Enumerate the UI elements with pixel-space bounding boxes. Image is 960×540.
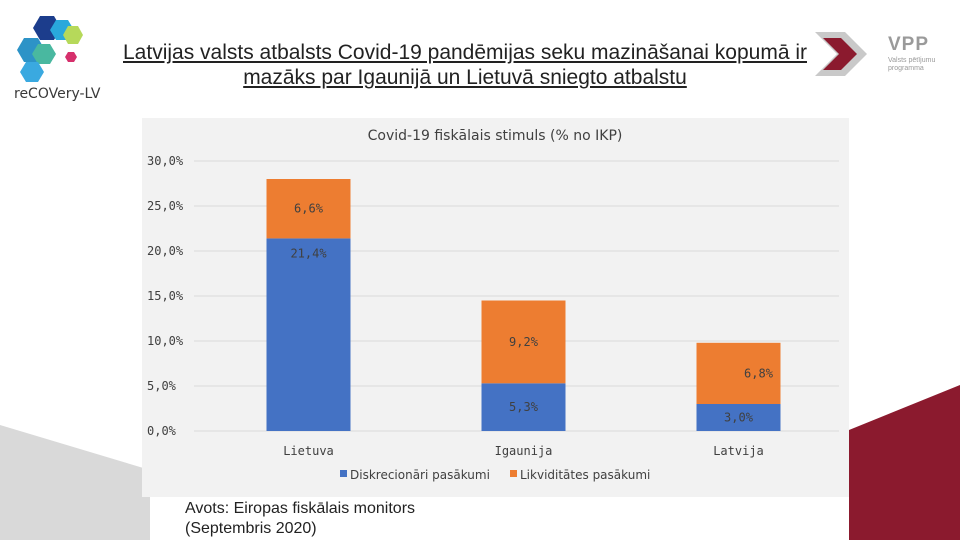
bar-liquidity [266,179,351,239]
slide-title: Latvijas valsts atbalsts Covid-19 pandēm… [123,41,807,89]
chart-area: Covid-19 fiskālais stimuls (% no IKP) 0,0… [142,118,849,497]
x-tick-label: Latvija [713,444,764,458]
legend-label: Likviditātes pasākumi [520,468,650,482]
bar-discretionary [266,238,351,431]
bar-liquidity [696,342,781,404]
data-label: 6,8% [744,366,774,380]
y-tick-label: 0,0% [147,424,177,438]
x-tick-label: Lietuva [283,444,334,458]
bar-liquidity [481,300,566,384]
legend-swatch [340,470,347,477]
legend-label: Diskrecionāri pasākumi [350,468,490,482]
source-line1: Avots: Eiropas fiskālais monitors [185,500,416,517]
stacked-bar-chart: Covid-19 fiskālais stimuls (% no IKP) 0,0… [147,128,839,482]
vpp-subtitle-line2: programma [888,65,924,72]
bar-discretionary [696,404,781,431]
legend-swatch [510,470,517,477]
red-corner-shape [849,385,960,540]
vpp-logo-subtitle: Valsts pētījumu programma [888,57,948,73]
recovery-lv-logo-icon [17,16,83,82]
y-tick-label: 25,0% [147,199,184,213]
source-line2: (Septembris 2020) [185,520,317,537]
y-tick-label: 30,0% [147,154,184,168]
vpp-subtitle-line1: Valsts pētījumu [888,57,936,64]
data-label: 9,2% [509,335,539,349]
data-label: 3,0% [724,411,754,425]
logo-left-text: reCOVery-LV [14,86,101,102]
y-tick-label: 20,0% [147,244,184,258]
y-tick-label: 15,0% [147,289,184,303]
y-tick-label: 10,0% [147,334,184,348]
data-label: 6,6% [294,202,324,216]
gray-corner-shape [0,425,150,540]
y-tick-label: 5,0% [147,379,177,393]
vpp-logo-icon [815,32,867,76]
chart-title: Covid-19 fiskālais stimuls (% no IKP) [368,128,623,144]
data-label: 5,3% [509,400,539,414]
data-label: 21,4% [290,246,327,260]
vpp-logo-text: VPP [888,34,930,55]
source-note: Avots: Eiropas fiskālais monitors (Septe… [185,499,415,539]
x-tick-label: Igaunija [495,444,553,458]
bar-discretionary [481,383,566,431]
